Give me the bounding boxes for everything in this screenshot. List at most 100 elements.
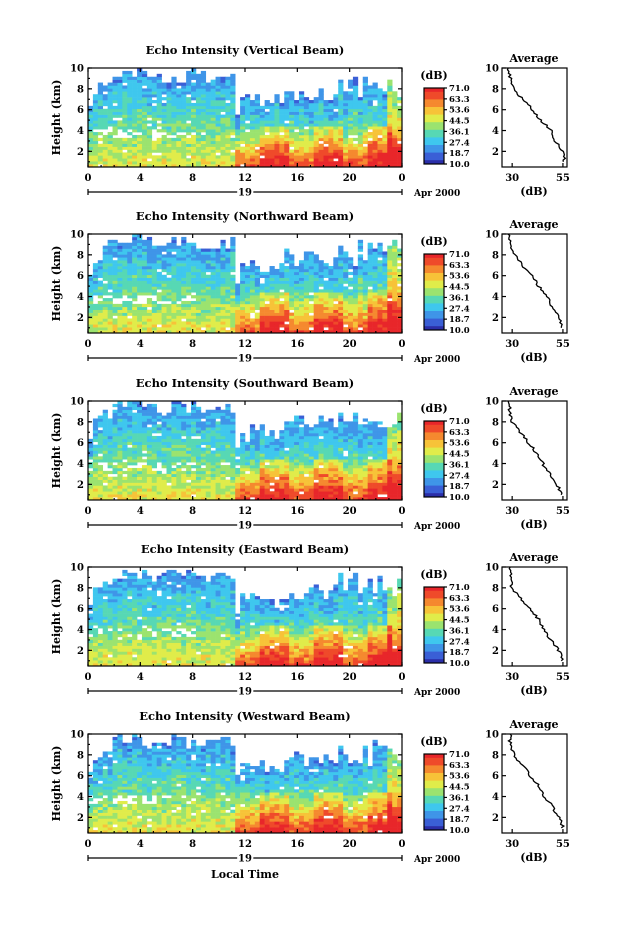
heatmap-cell [141,438,148,443]
heatmap-cell [387,140,393,144]
heatmap-cell [107,117,113,121]
heatmap-cell [220,300,226,305]
heatmap-cell [323,158,329,162]
heatmap-cell [88,497,94,501]
heatmap-cell [191,430,197,434]
heatmap-cell [132,435,138,440]
heatmap-cell [166,257,172,261]
heatmap-cell [343,111,349,115]
heatmap-cell [127,406,133,411]
heatmap-cell [220,494,226,498]
heatmap-cell [313,476,319,480]
heatmap-cell [372,120,378,124]
heatmap-cell [181,485,187,489]
heatmap-cell [357,266,364,270]
heatmap-cell [264,274,270,278]
heatmap-cell [205,94,211,98]
heatmap-cell [264,298,270,302]
heatmap-cell [195,129,202,133]
heatmap-cell [343,306,349,310]
heatmap-cell [176,105,182,110]
heatmap-cell [215,412,221,416]
heatmap-cell [88,120,94,124]
heatmap-cell [181,149,187,153]
heatmap-cell [166,470,172,475]
heatmap-cell [102,266,108,270]
heatmap-cell [274,300,280,305]
heatmap-cell [298,140,305,144]
heatmap-cell [205,88,211,92]
heatmap-cell [284,467,290,472]
heatmap-cell [279,140,285,144]
heatmap-cell [137,479,143,483]
heatmap-cell [343,120,349,124]
heatmap-cell [151,456,157,460]
heatmap-cell [245,164,251,168]
heatmap-cell [191,441,197,445]
heatmap-cell [122,453,128,457]
heatmap-cell [372,298,378,302]
heatmap-cell [117,456,123,460]
heatmap-cell [269,467,275,472]
heatmap-cell [298,295,305,299]
heatmap-cell [127,309,133,313]
heatmap-cell [294,415,300,419]
heatmap-cell [127,76,133,80]
heatmap-cell [200,485,207,489]
heatmap-cell [357,330,364,334]
heatmap-cell [254,441,261,445]
heatmap-cell [294,430,300,434]
heatmap-cell [195,412,202,416]
heatmap-cell [215,494,221,498]
heatmap-cell [92,424,99,428]
heatmap-cell [333,94,339,98]
heatmap-cell [357,120,364,124]
heatmap-cell [220,421,226,425]
heatmap-cell [249,289,256,293]
heatmap-cell [92,283,99,287]
heatmap-cell [166,321,172,325]
heatmap-cell [392,129,398,133]
x-tick-label: 0 [85,173,92,184]
heatmap-cell [205,286,211,290]
heatmap-cell [161,444,167,448]
heatmap-cell [328,146,334,150]
heatmap-cell [362,318,368,322]
heatmap-cell [205,453,211,457]
heatmap-cell [122,146,128,150]
heatmap-cell [205,330,211,334]
heatmap-cell [215,289,221,293]
heatmap-cell [294,108,300,112]
heatmap-cell [200,318,207,322]
heatmap-cell [92,315,99,319]
heatmap-cell [348,82,354,86]
heatmap-cell [200,100,207,104]
heatmap-cell [186,430,192,434]
heatmap-cell [382,330,388,334]
heatmap-cell [387,309,393,313]
y-axis-label: Height (km) [50,80,63,156]
heatmap-cell [245,467,251,472]
x-tick-label: 20 [343,339,357,350]
heatmap-cell [210,260,216,264]
heatmap-cell [225,263,231,267]
heatmap-cell [112,450,118,454]
heatmap-cell [318,330,324,334]
heatmap-cell [117,76,123,80]
heatmap-cell [298,435,305,440]
average-y-tick-label: 8 [492,250,499,261]
heatmap-cell [166,105,172,110]
heatmap-cell [181,459,187,463]
heatmap-cell [367,309,373,313]
heatmap-cell [235,120,241,124]
heatmap-cell [230,137,236,142]
heatmap-cell [205,292,211,296]
heatmap-cell [156,117,162,121]
heatmap-cell [215,155,221,159]
heatmap-cell [274,97,280,101]
heatmap-cell [230,117,236,121]
heatmap-cell [298,260,305,264]
heatmap-cell [240,137,246,142]
heatmap-cell [146,412,153,416]
heatmap-cell [274,309,280,313]
